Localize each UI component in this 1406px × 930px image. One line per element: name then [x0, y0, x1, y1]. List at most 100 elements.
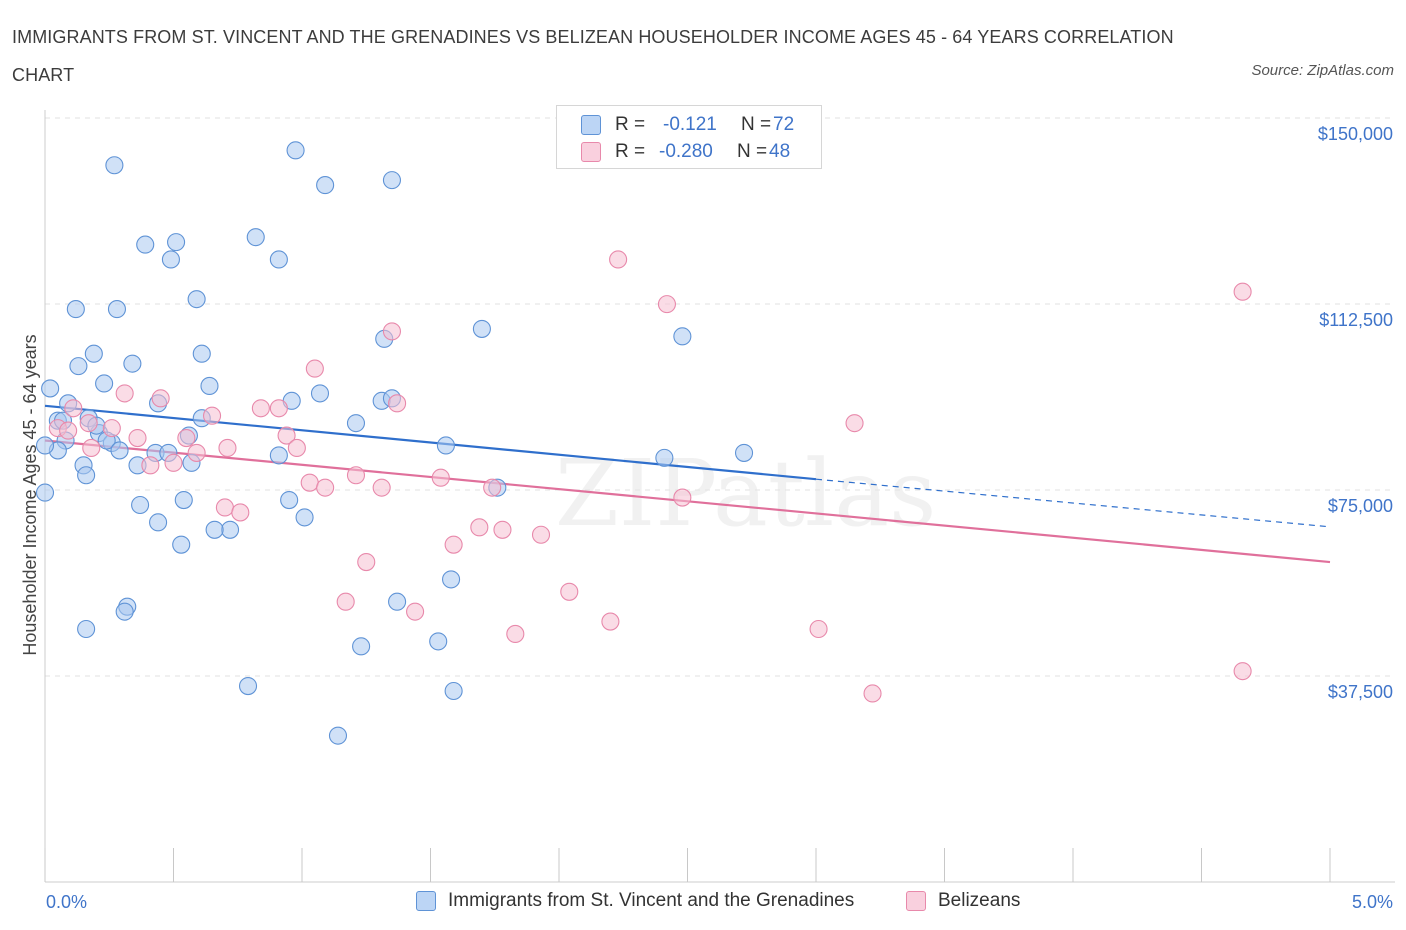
data-point-immigrants [123, 354, 142, 373]
data-point-belizeans [506, 624, 525, 644]
data-point-immigrants [673, 327, 692, 346]
data-point-belizeans [300, 473, 319, 492]
data-point-immigrants [84, 344, 103, 363]
data-point-belizeans [305, 359, 324, 378]
data-point-belizeans [115, 384, 134, 403]
legend-swatch-blue [581, 115, 601, 135]
data-point-immigrants [110, 441, 129, 460]
legend-r-label: R = [615, 114, 646, 135]
legend-swatch-pink [581, 142, 601, 162]
data-point-belizeans [444, 535, 463, 554]
data-point-belizeans [187, 443, 206, 462]
legend-swatch-pink [906, 891, 926, 911]
legend-r-value: -0.121 [663, 114, 717, 135]
y-tick-label: $37,500 [1328, 682, 1393, 702]
data-point-immigrants [388, 592, 407, 611]
data-point-belizeans [269, 399, 288, 418]
data-point-immigrants [269, 250, 288, 269]
correlation-legend: R = -0.121 N = 72 R = -0.280 N = 48 [556, 105, 822, 169]
data-point-belizeans [64, 399, 83, 418]
data-point-immigrants [352, 637, 371, 656]
data-point-immigrants [41, 379, 60, 398]
data-point-belizeans [863, 684, 882, 703]
data-point-immigrants [136, 235, 155, 254]
data-point-belizeans [336, 592, 355, 611]
data-point-immigrants [328, 726, 348, 745]
grid-lines [45, 117, 1395, 677]
data-point-belizeans [601, 612, 620, 631]
legend-swatch-blue [416, 891, 436, 911]
chart-title: IMMIGRANTS FROM ST. VINCENT AND THE GREN… [12, 27, 1174, 85]
x-tick-labels: 0.0% 5.0% [46, 892, 1393, 912]
data-point-immigrants [429, 632, 448, 651]
data-point-immigrants [95, 374, 114, 393]
x-tick-label: 0.0% [46, 892, 87, 912]
data-point-belizeans [357, 552, 376, 572]
data-point-immigrants [444, 681, 463, 701]
data-point-immigrants [107, 300, 127, 319]
data-point-belizeans [845, 414, 864, 433]
data-point-belizeans [382, 322, 402, 341]
data-point-belizeans [251, 399, 270, 418]
data-point-immigrants [149, 513, 168, 532]
data-point-immigrants [442, 570, 461, 589]
data-point-immigrants [346, 414, 366, 433]
legend-item-belizeans[interactable]: Belizeans [906, 890, 1020, 912]
y-axis-label: Householder Income Ages 45 - 64 years [20, 334, 40, 655]
data-point-belizeans [215, 498, 234, 517]
trend-line-immigrants-extension [815, 478, 1331, 528]
data-point-immigrants [310, 384, 330, 403]
data-point-immigrants [66, 300, 85, 319]
legend-row-pink: R = -0.280 N = 48 [581, 139, 790, 165]
legend-r-label: R = [615, 141, 646, 162]
legend-label: Immigrants from St. Vincent and the Gren… [448, 890, 855, 911]
y-tick-label: $75,000 [1328, 496, 1393, 516]
data-point-immigrants [77, 466, 96, 485]
y-tick-labels: $37,500 $75,000 $112,500 $150,000 [1318, 124, 1393, 702]
data-point-immigrants [192, 344, 211, 363]
data-point-belizeans [470, 518, 489, 537]
legend-item-immigrants[interactable]: Immigrants from St. Vincent and the Gren… [416, 890, 854, 912]
data-point-immigrants [35, 436, 55, 455]
data-point-immigrants [172, 535, 191, 554]
data-point-belizeans [809, 619, 828, 639]
data-point-belizeans [164, 453, 183, 472]
data-point-belizeans [406, 602, 425, 621]
data-point-immigrants [382, 171, 402, 190]
data-point-immigrants [131, 495, 150, 515]
data-point-belizeans [431, 468, 450, 487]
data-point-belizeans [231, 503, 250, 522]
data-point-immigrants [316, 176, 335, 195]
data-point-immigrants [105, 156, 124, 175]
data-point-belizeans [1233, 282, 1252, 301]
data-point-immigrants [167, 233, 186, 252]
data-point-belizeans [59, 421, 78, 440]
data-point-belizeans [483, 478, 502, 497]
data-point-belizeans [102, 419, 121, 438]
data-point-immigrants [286, 141, 305, 160]
data-point-immigrants [200, 376, 219, 396]
legend-n-value: 72 [773, 114, 795, 135]
legend-label: Belizeans [938, 890, 1021, 911]
data-point-belizeans [673, 488, 692, 507]
data-point-belizeans [560, 582, 579, 601]
legend-n-label: N = [737, 141, 768, 162]
data-point-immigrants [174, 490, 193, 510]
data-point-belizeans [277, 426, 296, 445]
data-point-belizeans [316, 478, 335, 497]
data-point-immigrants [246, 228, 265, 247]
data-point-immigrants [280, 490, 299, 510]
y-tick-label: $150,000 [1318, 124, 1393, 144]
data-point-immigrants [77, 619, 96, 639]
data-point-immigrants [269, 446, 288, 465]
series-belizeans [48, 250, 1252, 703]
x-tick-label: 5.0% [1352, 892, 1393, 912]
legend-n-value: 48 [769, 141, 791, 162]
y-tick-label: $112,500 [1319, 310, 1393, 330]
data-point-belizeans [177, 428, 196, 448]
data-point-belizeans [79, 414, 98, 433]
series-legend: Immigrants from St. Vincent and the Gren… [0, 890, 1406, 916]
trend-line-immigrants [44, 404, 817, 481]
data-point-immigrants [35, 483, 55, 502]
